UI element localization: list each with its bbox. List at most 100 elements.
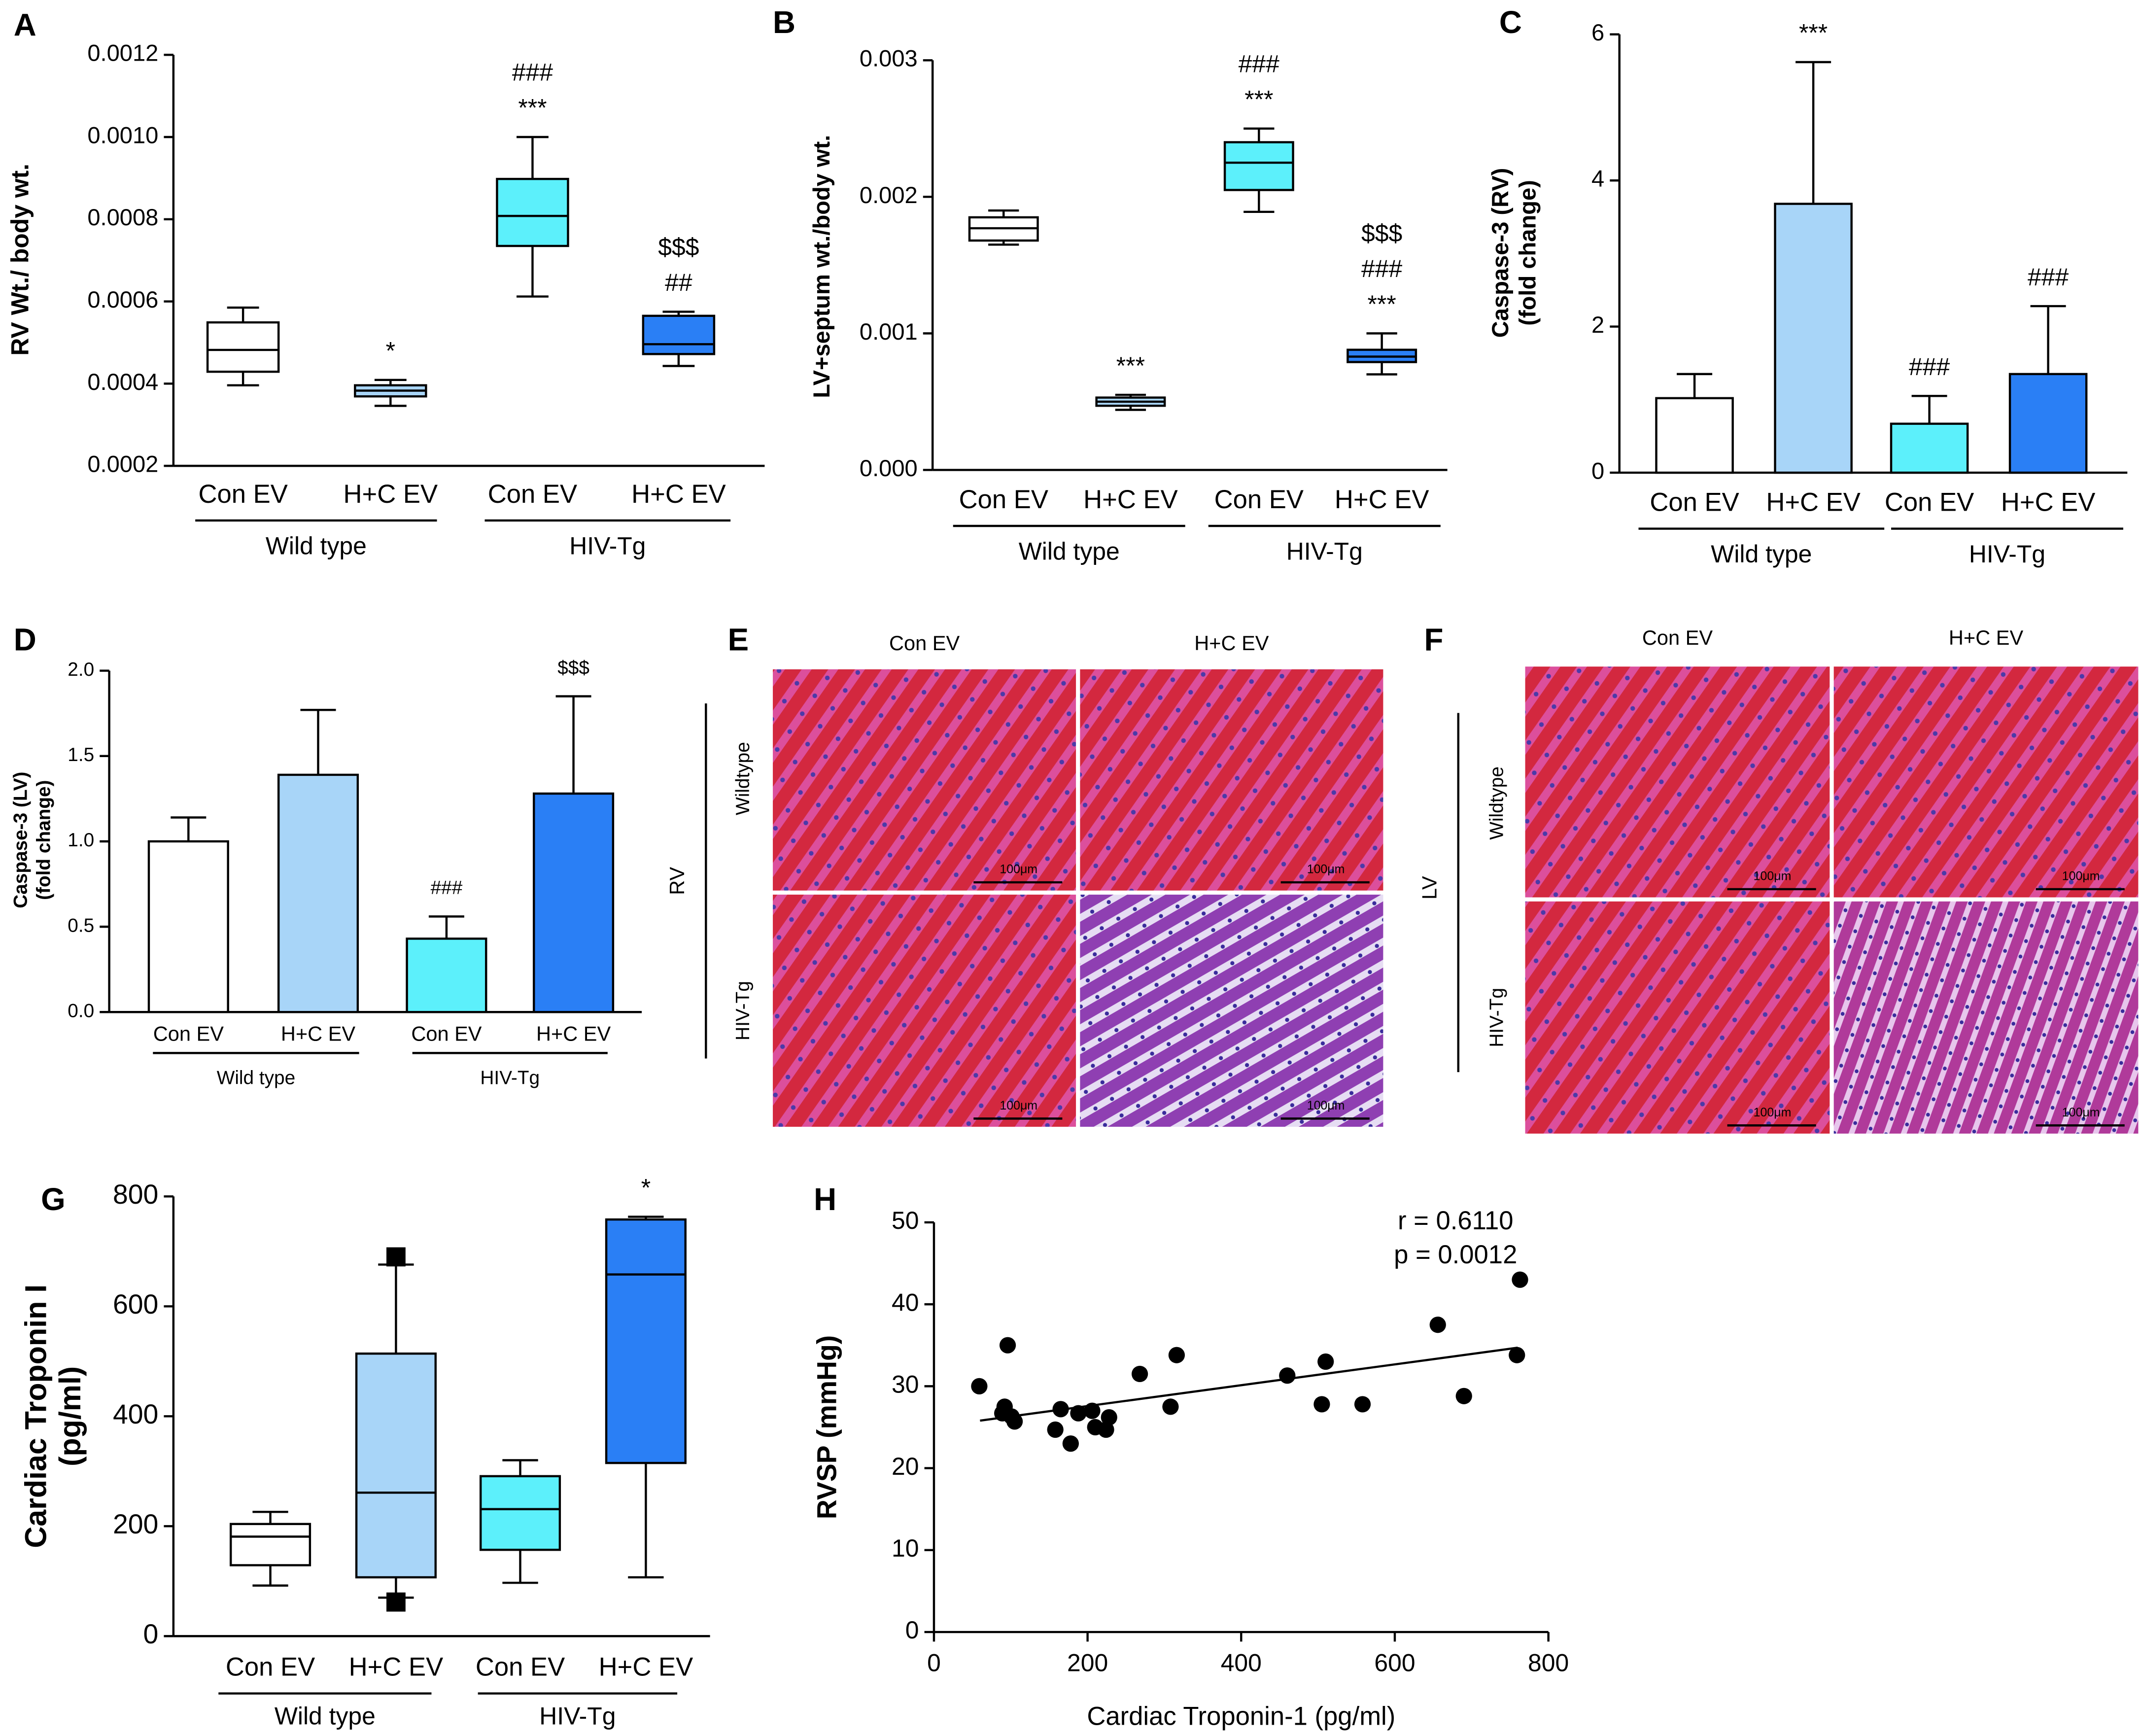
y-tick-label: 0.000 — [860, 455, 918, 481]
bar — [147, 840, 229, 1013]
y-tick-label: 50 — [892, 1207, 919, 1234]
x-tick-label: Con EV — [488, 480, 577, 509]
y-axis-label: Caspase-3 (LV) — [10, 772, 32, 908]
column-label: H+C EV — [1949, 626, 2024, 649]
x-tick-label: 800 — [1528, 1649, 1569, 1677]
significance-label: ## — [665, 269, 692, 296]
column-label: Con EV — [889, 631, 960, 655]
y-tick-label: 0.0008 — [87, 204, 158, 230]
significance-label: $$$ — [658, 233, 699, 261]
box — [206, 321, 280, 373]
x-tick-label: H+C EV — [1083, 485, 1178, 514]
point — [1062, 1435, 1079, 1452]
x-tick-label: 600 — [1374, 1649, 1415, 1677]
y-tick-label: 1.0 — [68, 830, 94, 851]
bar — [2008, 373, 2088, 474]
y-axis-label: RVSP (mmHg) — [811, 1335, 842, 1519]
x-tick-label: Con EV — [959, 485, 1048, 514]
y-tick-label: 0 — [905, 1616, 919, 1644]
box — [642, 314, 716, 355]
group-label: HIV-Tg — [1969, 540, 2045, 568]
significance-label: ### — [431, 877, 463, 899]
x-tick-label: 0 — [927, 1649, 941, 1677]
point — [1162, 1398, 1179, 1415]
x-tick-label: H+C EV — [1335, 485, 1429, 514]
scale-bar-label: 100μm — [2062, 1106, 2100, 1119]
y-tick-label: 0.002 — [860, 182, 918, 208]
y-tick-label: 0 — [143, 1619, 159, 1649]
y-tick-label: 600 — [113, 1289, 158, 1319]
y-axis-label: Caspase-3 (RV) — [1487, 168, 1513, 338]
group-label: Wild type — [275, 1702, 376, 1730]
significance-label: *** — [1244, 86, 1273, 113]
x-tick-label: Con EV — [1214, 485, 1304, 514]
x-tick-label: Con EV — [1885, 488, 1974, 517]
x-tick-label: Con EV — [153, 1022, 224, 1045]
micrograph — [1833, 901, 2139, 1134]
point — [971, 1378, 988, 1394]
significance-label: *** — [518, 94, 547, 122]
micrograph — [1525, 901, 1830, 1134]
micrograph — [1833, 666, 2139, 898]
y-tick-label: 2.0 — [68, 659, 94, 680]
y-tick-label: 400 — [113, 1399, 158, 1429]
point — [1455, 1388, 1472, 1404]
stat-annotation: p = 0.0012 — [1394, 1240, 1517, 1269]
point — [1131, 1365, 1148, 1383]
group-label: HIV-Tg — [1286, 538, 1363, 565]
point — [1313, 1396, 1330, 1413]
significance-label: *** — [1116, 352, 1145, 380]
significance-label: ### — [2028, 263, 2069, 291]
bar — [1890, 422, 1969, 474]
scale-bar-label: 100μm — [2062, 869, 2100, 883]
column-label: H+C EV — [1194, 631, 1269, 655]
y-axis-label: RV Wt./ body wt. — [6, 164, 34, 356]
y-tick-label: 10 — [892, 1534, 919, 1562]
row-label: Wildtype — [732, 742, 754, 815]
point — [1084, 1402, 1101, 1419]
bar — [1655, 397, 1734, 474]
group-label: Wild type — [266, 532, 367, 560]
micrograph — [773, 669, 1076, 891]
panel-letter: A — [14, 7, 36, 43]
bar — [1774, 203, 1853, 474]
micrograph — [773, 895, 1076, 1127]
point — [1168, 1347, 1185, 1363]
y-tick-label: 0 — [1591, 457, 1604, 484]
group-label: HIV-Tg — [569, 532, 646, 560]
group-label: Wild type — [217, 1067, 295, 1088]
column-label: Con EV — [1642, 626, 1713, 649]
significance-label: $$$ — [1361, 219, 1402, 247]
box — [355, 1352, 437, 1579]
group-label: Wild type — [1019, 538, 1120, 565]
box — [229, 1523, 311, 1566]
x-tick-label: H+C EV — [631, 480, 726, 509]
box — [496, 177, 569, 247]
x-tick-label: Con EV — [198, 480, 287, 509]
x-tick-label: H+C EV — [2001, 488, 2096, 517]
region-label: RV — [665, 867, 689, 895]
x-tick-label: H+C EV — [349, 1653, 444, 1682]
outlier — [386, 1247, 406, 1267]
row-label: HIV-Tg — [1486, 988, 1507, 1047]
y-tick-label: 0.0004 — [87, 369, 158, 395]
scale-bar-label: 100μm — [1000, 863, 1037, 876]
x-tick-label: Con EV — [1650, 488, 1739, 517]
scale-bar-label: 100μm — [1307, 863, 1345, 876]
bar — [533, 792, 615, 1013]
point — [1509, 1347, 1525, 1363]
significance-label: $$$ — [557, 657, 589, 678]
point — [1317, 1353, 1334, 1370]
point — [1101, 1409, 1117, 1426]
panel-letter: G — [41, 1181, 66, 1217]
x-tick-label: Con EV — [476, 1653, 565, 1682]
x-tick-label: Con EV — [411, 1022, 482, 1045]
y-tick-label: 0.0012 — [87, 40, 158, 66]
outlier — [386, 1592, 406, 1612]
micrograph — [1080, 669, 1383, 891]
x-tick-label: 200 — [1067, 1649, 1108, 1677]
region-label: LV — [1417, 876, 1441, 900]
scale-bar-label: 100μm — [1000, 1099, 1037, 1112]
y-tick-label: 0.0002 — [87, 451, 158, 477]
